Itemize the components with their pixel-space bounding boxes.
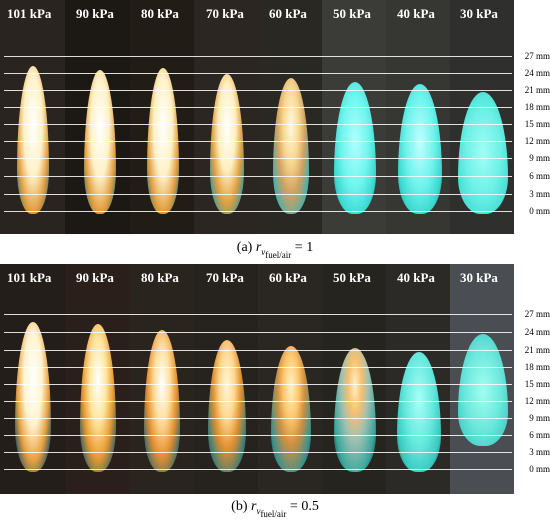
pressure-label: 90 kPa: [76, 270, 114, 285]
gridline: [4, 90, 512, 91]
scale-column: 27 mm 24 mm 21 mm 18 mm 15 mm 12 mm 9 mm…: [514, 264, 550, 494]
gridline: [4, 332, 512, 333]
gridline: [4, 176, 512, 177]
scale-label: 0 mm: [529, 206, 550, 216]
scale-label: 12 mm: [524, 396, 550, 406]
scale-label: 18 mm: [524, 362, 550, 372]
scale-label: 15 mm: [524, 379, 550, 389]
pressure-label: 40 kPa: [397, 270, 435, 285]
scale-label: 18 mm: [524, 102, 550, 112]
gridline: [4, 384, 512, 385]
gridline: [4, 73, 512, 74]
scale-label: 3 mm: [529, 447, 550, 457]
gridline: [4, 435, 512, 436]
scale-label: 6 mm: [529, 430, 550, 440]
scale-label: 12 mm: [524, 136, 550, 146]
pressure-label: 70 kPa: [206, 6, 244, 21]
pressure-label: 90 kPa: [76, 6, 114, 21]
scale-label: 3 mm: [529, 189, 550, 199]
pressure-label: 40 kPa: [397, 6, 435, 21]
gridline: [4, 314, 512, 315]
scale-label: 6 mm: [529, 171, 550, 181]
gridline: [4, 211, 512, 212]
gridline: [4, 141, 512, 142]
scale-label: 9 mm: [529, 153, 550, 163]
panel-b-image: 101 kPa 90 kPa 80 kPa 70 kPa 60 kPa 50 k…: [0, 264, 550, 494]
pressure-label: 60 kPa: [269, 6, 307, 21]
scale-label: 21 mm: [524, 85, 550, 95]
scale-label: 27 mm: [524, 309, 550, 319]
caption-a: (a) rvfuel/air = 1: [236, 240, 314, 260]
scale-column: 27 mm 24 mm 21 mm 18 mm 15 mm 12 mm 9 mm…: [514, 0, 550, 234]
scale-label: 9 mm: [529, 413, 550, 423]
pressure-label: 50 kPa: [333, 6, 371, 21]
scale-label: 24 mm: [524, 68, 550, 78]
scale-label: 21 mm: [524, 345, 550, 355]
scale-label: 0 mm: [529, 464, 550, 474]
gridline: [4, 194, 512, 195]
pressure-label: 101 kPa: [7, 6, 52, 21]
scale-label: 27 mm: [524, 51, 550, 61]
gridline: [4, 452, 512, 453]
scale-label: 24 mm: [524, 327, 550, 337]
gridline: [4, 401, 512, 402]
gridline: [4, 107, 512, 108]
gridline: [4, 350, 512, 351]
gridline: [4, 56, 512, 57]
gridline: [4, 124, 512, 125]
pressure-label: 80 kPa: [141, 270, 179, 285]
panel-a-image: 101 kPa 90 kPa 80 kPa 70 kPa 60 kPa 50 k…: [0, 0, 550, 234]
gridline: [4, 367, 512, 368]
pressure-label: 80 kPa: [141, 6, 179, 21]
pressure-label: 30 kPa: [460, 6, 498, 21]
pressure-label: 101 kPa: [7, 270, 52, 285]
pressure-label: 60 kPa: [269, 270, 307, 285]
gridline: [4, 418, 512, 419]
pressure-label: 50 kPa: [333, 270, 371, 285]
pressure-label: 70 kPa: [206, 270, 244, 285]
gridline: [4, 158, 512, 159]
gridline: [4, 469, 512, 470]
pressure-label: 30 kPa: [460, 270, 498, 285]
caption-b: (b) rvfuel/air = 0.5: [231, 499, 319, 519]
scale-label: 15 mm: [524, 119, 550, 129]
